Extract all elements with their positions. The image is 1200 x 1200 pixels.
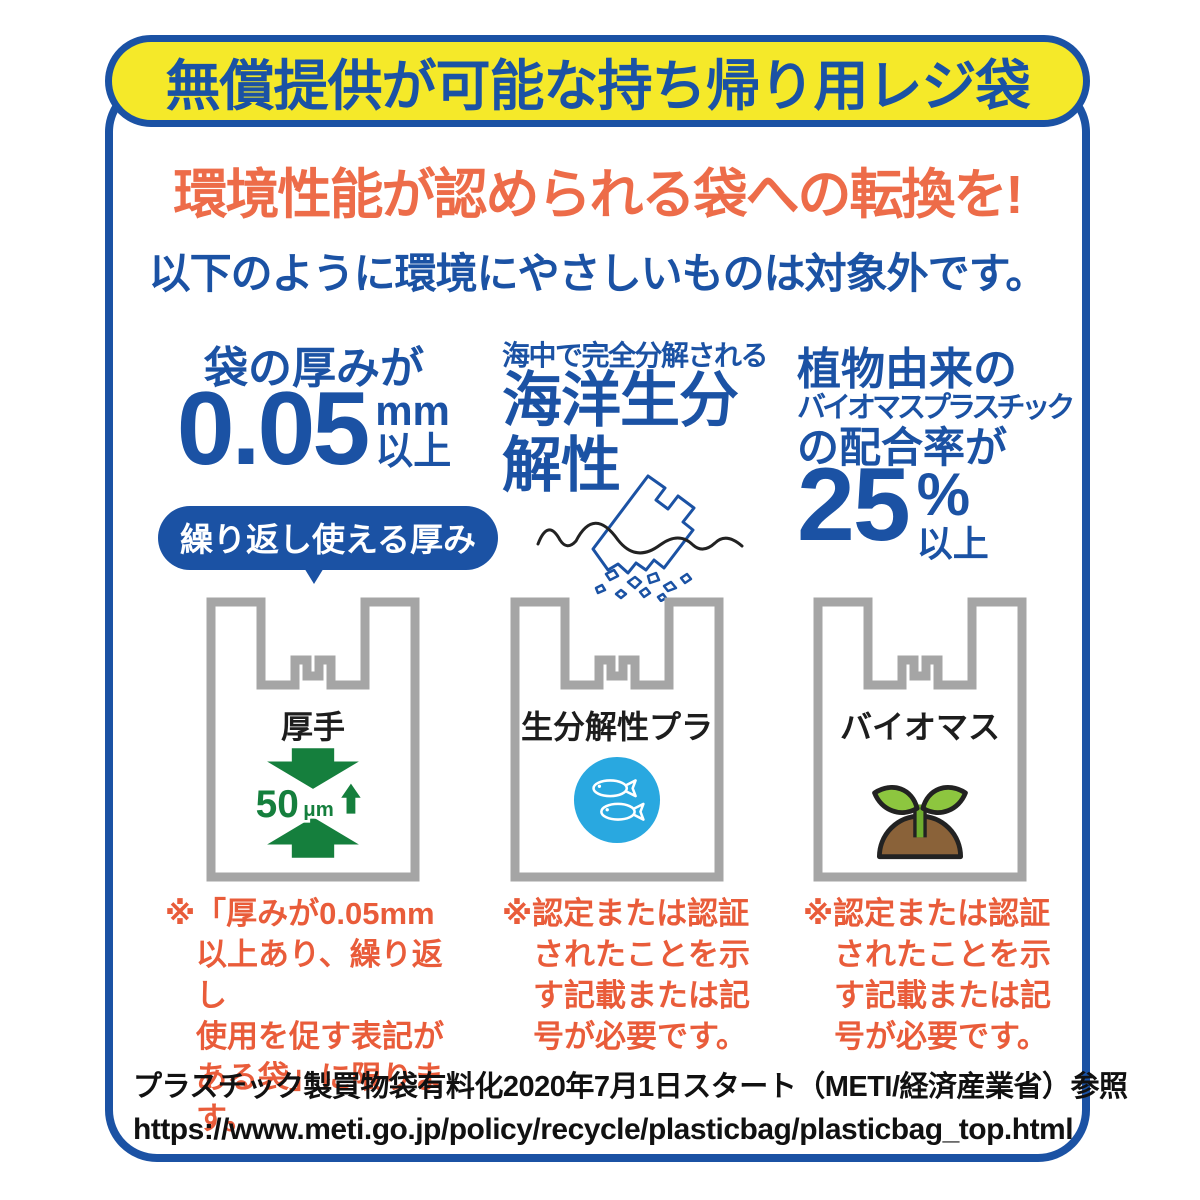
banner-title: 無償提供が可能な持ち帰り用レジ袋 — [165, 55, 1030, 117]
ratio-unit: % — [916, 461, 971, 528]
col3-intro2: の配合率が — [797, 424, 1008, 471]
thickness-icon-unit: μm — [303, 799, 333, 821]
fish-icon — [573, 756, 661, 844]
note-biodegradable: ※認定または認証 されたことを示 す記載または記 号が必要です。 — [502, 896, 750, 1054]
thickness-icon-value: 50 — [256, 783, 299, 826]
col2-title-line1: 海洋生分 — [502, 367, 739, 434]
bag-outline — [206, 597, 420, 882]
bag-label: 生分解性プラ — [520, 709, 713, 745]
sub-heading: 以下のように環境にやさしいものは対象外です。 — [148, 250, 1048, 297]
bag-label: バイオマス — [839, 709, 1000, 745]
col3-subtitle: バイオマスプラスチック — [797, 392, 1075, 424]
col3-ratio-value: 25 % 以上 — [797, 447, 989, 565]
thickness-qualifier: 以上 — [375, 431, 452, 473]
note-biomass: ※認定または認証 されたことを示 す記載または記 号が必要です。 — [803, 896, 1051, 1054]
biomass-bag-pictogram: バイオマス — [810, 590, 1030, 882]
banner: 無償提供が可能な持ち帰り用レジ袋 — [105, 35, 1090, 127]
bag-fragments — [594, 568, 693, 602]
thick-bag-pictogram: 厚手 50 μm — [203, 590, 423, 882]
main-heading: 環境性能が認められる袋への転換を! — [173, 165, 1024, 225]
water-line — [536, 521, 744, 555]
bag-outline — [510, 597, 724, 882]
biodegradable-bag-pictogram: 生分解性プラ — [507, 590, 727, 882]
up-arrow-icon — [338, 781, 364, 815]
col3-intro: 植物由来の — [797, 345, 1017, 394]
col1-thickness-value: 0.05 mm 以上 — [158, 371, 470, 487]
sprout-icon — [872, 785, 968, 860]
poster-frame — [105, 80, 1090, 1162]
badge-pointer — [298, 558, 330, 584]
sinking-bag-outline — [591, 474, 696, 575]
col1-intro: 袋の厚みが — [204, 344, 424, 393]
thickness-unit-stack: mm 以上 — [375, 382, 451, 474]
thickness-50um-icon: 50 μm — [253, 748, 364, 858]
ratio-unit-stack: % 以上 — [916, 458, 989, 565]
sinking-bag-illustration — [536, 474, 744, 602]
bag-label: 厚手 — [280, 709, 345, 745]
reference-url: https://www.meti.go.jp/policy/recycle/pl… — [133, 1113, 1074, 1146]
thickness-unit: mm — [375, 387, 450, 434]
footer: プラスチック製買物袋有料化2020年7月1日スタート（METI/経済産業省）参照… — [133, 1063, 1128, 1147]
ratio-qualifier: 以上 — [916, 523, 989, 564]
col2-title: 海洋生分 解性 — [502, 367, 739, 500]
reference-text: プラスチック製買物袋有料化2020年7月1日スタート（METI/経済産業省）参照 — [133, 1071, 1128, 1103]
note-thickness: ※「厚みが0.05mm 以上あり、繰り返し 使用を促す表記が ある袋」に限ります… — [165, 896, 444, 1136]
ratio-number: 25 — [797, 447, 911, 563]
thickness-number: 0.05 — [176, 371, 370, 487]
bag-outline — [813, 597, 1027, 882]
col2-title-line2: 解性 — [502, 432, 621, 500]
col2-intro: 海中で完全分解される — [502, 340, 769, 371]
